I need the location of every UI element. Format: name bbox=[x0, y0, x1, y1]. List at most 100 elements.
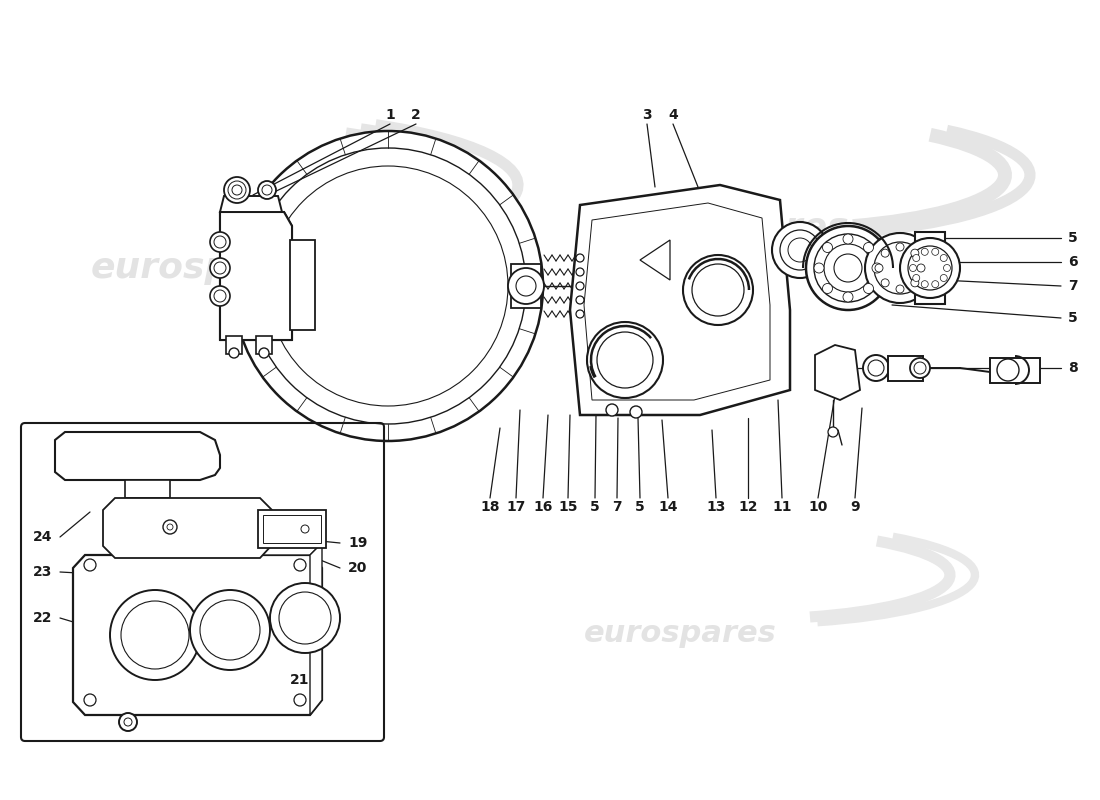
Polygon shape bbox=[55, 432, 220, 480]
Circle shape bbox=[881, 279, 889, 287]
Circle shape bbox=[911, 249, 918, 257]
Circle shape bbox=[910, 358, 930, 378]
Text: 5: 5 bbox=[590, 500, 600, 514]
Circle shape bbox=[896, 285, 904, 293]
Bar bbox=[512, 264, 541, 308]
Text: 10: 10 bbox=[808, 500, 827, 514]
Circle shape bbox=[772, 222, 828, 278]
Text: 23: 23 bbox=[33, 565, 52, 579]
Circle shape bbox=[576, 254, 584, 262]
Text: 5: 5 bbox=[635, 500, 645, 514]
Bar bbox=[226, 336, 242, 354]
Circle shape bbox=[606, 404, 618, 416]
Circle shape bbox=[229, 348, 239, 358]
Circle shape bbox=[932, 248, 938, 255]
Circle shape bbox=[258, 348, 270, 358]
Circle shape bbox=[864, 355, 889, 381]
Circle shape bbox=[917, 264, 925, 272]
Circle shape bbox=[872, 263, 882, 273]
Circle shape bbox=[508, 268, 544, 304]
Circle shape bbox=[163, 520, 177, 534]
Circle shape bbox=[84, 694, 96, 706]
Circle shape bbox=[864, 283, 873, 294]
Circle shape bbox=[576, 310, 584, 318]
Polygon shape bbox=[85, 543, 322, 555]
Text: 13: 13 bbox=[706, 500, 726, 514]
Circle shape bbox=[940, 254, 947, 262]
Circle shape bbox=[940, 274, 947, 282]
Polygon shape bbox=[220, 212, 292, 340]
Polygon shape bbox=[570, 185, 790, 415]
Circle shape bbox=[910, 265, 916, 271]
Polygon shape bbox=[103, 498, 272, 558]
Text: eurospares: eurospares bbox=[620, 211, 849, 245]
Text: 1: 1 bbox=[385, 108, 395, 122]
Text: 6: 6 bbox=[1068, 255, 1078, 269]
Circle shape bbox=[190, 590, 270, 670]
Text: 8: 8 bbox=[1068, 361, 1078, 375]
Text: eurospares: eurospares bbox=[90, 251, 319, 285]
Circle shape bbox=[630, 406, 642, 418]
Circle shape bbox=[913, 254, 920, 262]
Text: 18: 18 bbox=[481, 500, 499, 514]
Circle shape bbox=[683, 255, 754, 325]
Text: 20: 20 bbox=[348, 561, 367, 575]
Circle shape bbox=[294, 559, 306, 571]
Bar bbox=[888, 356, 923, 381]
Circle shape bbox=[233, 131, 543, 441]
Circle shape bbox=[874, 264, 883, 272]
Circle shape bbox=[944, 265, 950, 271]
Bar bbox=[256, 336, 272, 354]
Bar bbox=[990, 358, 1040, 383]
Text: 11: 11 bbox=[772, 500, 792, 514]
FancyBboxPatch shape bbox=[21, 423, 384, 741]
Text: 21: 21 bbox=[290, 673, 309, 687]
Circle shape bbox=[210, 232, 230, 252]
Text: 14: 14 bbox=[658, 500, 678, 514]
Text: 17: 17 bbox=[506, 500, 526, 514]
Circle shape bbox=[224, 177, 250, 203]
Circle shape bbox=[900, 238, 960, 298]
Text: 12: 12 bbox=[738, 500, 758, 514]
Text: 22: 22 bbox=[33, 611, 52, 625]
Circle shape bbox=[110, 590, 200, 680]
Text: 19: 19 bbox=[348, 536, 367, 550]
Circle shape bbox=[294, 694, 306, 706]
Circle shape bbox=[576, 296, 584, 304]
Text: 5: 5 bbox=[1068, 311, 1078, 325]
Circle shape bbox=[896, 243, 904, 251]
Circle shape bbox=[913, 274, 920, 282]
Circle shape bbox=[270, 583, 340, 653]
Circle shape bbox=[210, 258, 230, 278]
Circle shape bbox=[828, 427, 838, 437]
Circle shape bbox=[84, 559, 96, 571]
Polygon shape bbox=[125, 480, 170, 498]
Polygon shape bbox=[220, 196, 282, 212]
Circle shape bbox=[864, 242, 873, 253]
Text: 3: 3 bbox=[642, 108, 652, 122]
Circle shape bbox=[587, 322, 663, 398]
Text: 9: 9 bbox=[850, 500, 860, 514]
Circle shape bbox=[865, 233, 935, 303]
Polygon shape bbox=[310, 543, 322, 715]
Text: 2: 2 bbox=[411, 108, 421, 122]
Circle shape bbox=[881, 249, 889, 257]
Circle shape bbox=[843, 234, 852, 244]
Circle shape bbox=[301, 525, 309, 533]
Polygon shape bbox=[73, 555, 322, 715]
Circle shape bbox=[921, 281, 928, 288]
Text: 24: 24 bbox=[33, 530, 52, 544]
Text: 7: 7 bbox=[1068, 279, 1078, 293]
Bar bbox=[290, 240, 315, 330]
Text: eurospares: eurospares bbox=[584, 618, 777, 647]
Circle shape bbox=[997, 359, 1019, 381]
Circle shape bbox=[258, 181, 276, 199]
Bar bbox=[258, 510, 326, 548]
Text: 4: 4 bbox=[668, 108, 678, 122]
Text: 16: 16 bbox=[534, 500, 552, 514]
Circle shape bbox=[814, 263, 824, 273]
Circle shape bbox=[806, 226, 890, 310]
Circle shape bbox=[911, 279, 918, 287]
Circle shape bbox=[119, 713, 138, 731]
Bar bbox=[915, 232, 945, 304]
